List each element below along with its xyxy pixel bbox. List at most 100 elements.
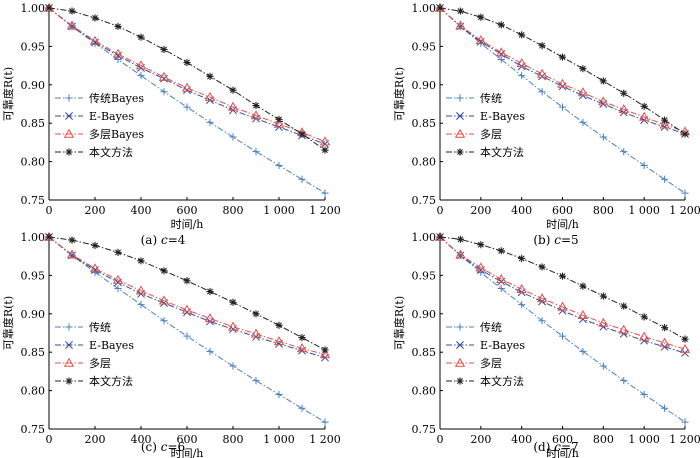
x-tick-label: 600 — [552, 204, 573, 217]
y-tick-label: 0.80 — [412, 385, 437, 398]
data-point — [518, 71, 526, 80]
data-point — [252, 377, 260, 385]
series-line — [439, 236, 686, 340]
data-point — [640, 336, 649, 345]
x-tick-label: 1 000 — [628, 433, 660, 446]
legend-label: 传统 — [89, 321, 111, 334]
data-point — [112, 48, 124, 58]
data-point — [91, 241, 99, 250]
data-point — [518, 300, 526, 309]
y-tick-label: 0.95 — [21, 40, 46, 53]
data-point — [577, 87, 589, 97]
data-point — [436, 4, 444, 12]
y-axis-label: 可靠度R(t) — [1, 296, 15, 350]
y-tick-label: 0.75 — [21, 194, 46, 207]
data-point — [660, 404, 669, 412]
legend-label: 传统Bayes — [89, 92, 144, 105]
legend-marker — [65, 323, 73, 331]
data-point — [183, 277, 191, 285]
data-point — [620, 302, 628, 310]
data-point — [204, 91, 216, 101]
data-point — [296, 343, 308, 353]
panel-caption: (c) c=6 — [141, 440, 185, 454]
data-point — [681, 335, 689, 343]
data-point — [206, 287, 214, 296]
data-point — [321, 346, 329, 354]
data-point — [183, 332, 191, 340]
data-point — [91, 14, 99, 22]
data-point — [558, 272, 567, 280]
data-point — [275, 321, 283, 329]
x-tick-label: 1 000 — [263, 204, 295, 217]
legend-marker — [65, 94, 73, 102]
data-point — [516, 283, 527, 293]
data-point — [579, 347, 587, 356]
legend-marker — [456, 377, 464, 385]
data-point — [536, 68, 548, 78]
y-tick-label: 0.80 — [21, 156, 46, 169]
y-tick-label: 1.00 — [412, 2, 437, 15]
data-point — [599, 292, 607, 300]
x-axis-label: 时间/h — [546, 218, 579, 231]
data-point — [578, 315, 587, 324]
series-line — [439, 7, 686, 133]
y-tick-label: 1.00 — [21, 2, 46, 15]
chart-panel: 0 200 400 600 800 1 000 1 200 0.75 0.80 0.85 0.90 0… — [392, 2, 700, 247]
data-point — [114, 284, 122, 293]
data-point — [639, 111, 650, 121]
data-point — [204, 313, 216, 323]
data-point — [158, 71, 170, 81]
x-tick-label: 200 — [85, 204, 106, 217]
panel-caption: (d) c=7 — [533, 440, 578, 454]
data-point — [660, 116, 669, 124]
x-tick-label: 400 — [511, 204, 532, 217]
data-point — [298, 334, 306, 342]
data-point — [640, 161, 648, 170]
legend-label: 传统 — [480, 92, 502, 105]
data-point — [558, 53, 567, 61]
legend-marker — [456, 341, 464, 349]
series-line — [439, 236, 686, 350]
data-point — [456, 7, 465, 15]
x-tick-label: 600 — [177, 433, 198, 446]
data-point — [477, 241, 485, 249]
data-point — [640, 390, 648, 399]
y-tick-label: 0.75 — [412, 194, 437, 207]
data-point — [619, 329, 628, 338]
data-point — [518, 254, 526, 263]
data-point — [497, 284, 505, 293]
data-point — [496, 47, 507, 57]
data-point — [620, 377, 628, 385]
data-point — [579, 118, 587, 127]
x-tick-label: 200 — [470, 433, 491, 446]
data-point — [640, 102, 648, 110]
data-point — [181, 82, 193, 92]
legend-marker — [65, 112, 73, 120]
data-point — [112, 274, 124, 284]
data-point — [66, 249, 78, 259]
y-tick-label: 0.75 — [412, 423, 437, 436]
data-point — [679, 343, 691, 353]
data-point — [618, 104, 629, 114]
data-point — [536, 293, 548, 303]
data-point — [538, 88, 546, 96]
data-point — [229, 86, 237, 94]
legend-marker — [63, 357, 75, 367]
panel-caption: (b) c=5 — [533, 233, 578, 247]
chart-panel: 0 200 400 600 800 1 000 1 200 0.75 0.80 0.85 0.90 0… — [1, 231, 341, 458]
x-tick-label: 1 200 — [669, 204, 700, 217]
y-tick-label: 1.00 — [21, 231, 46, 244]
data-point — [475, 34, 486, 44]
data-point — [660, 342, 669, 351]
y-tick-label: 0.80 — [21, 385, 46, 398]
data-point — [620, 89, 628, 97]
data-point — [273, 336, 285, 346]
y-axis-label: 可靠度R(t) — [1, 67, 15, 121]
chart-panel: 0 200 400 600 800 1 000 1 200 0.75 0.80 0.85 0.90 0… — [1, 2, 341, 247]
x-tick-label: 1 000 — [628, 204, 660, 217]
data-point — [618, 324, 629, 334]
series-line — [439, 7, 686, 194]
data-point — [206, 118, 214, 127]
data-point — [250, 328, 262, 338]
